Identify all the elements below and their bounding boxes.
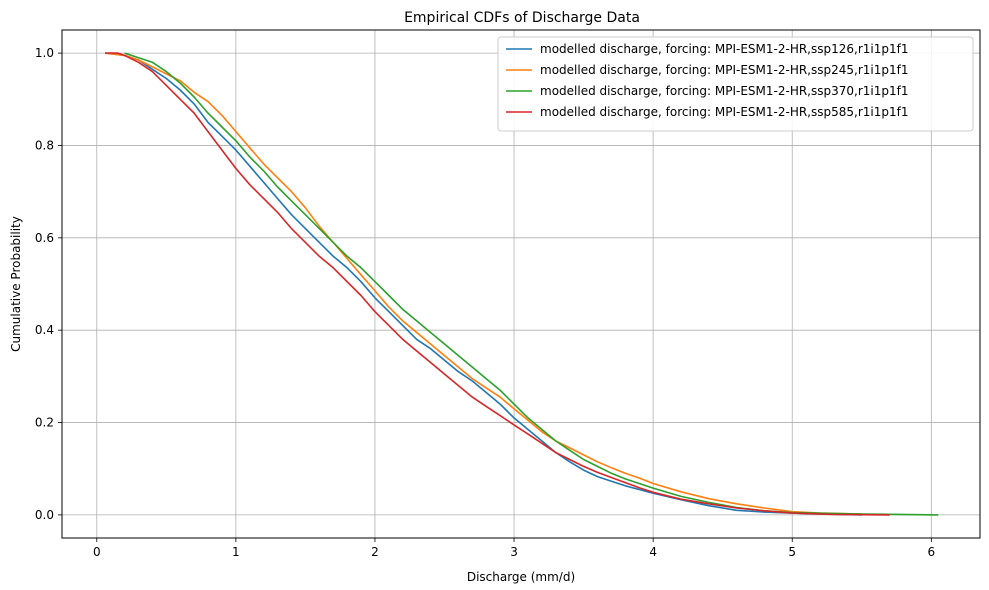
y-tick-label: 0.8 — [35, 138, 54, 152]
x-axis-label: Discharge (mm/d) — [467, 570, 575, 584]
x-tick-label: 2 — [371, 545, 379, 559]
plot-frame — [61, 29, 981, 539]
x-tick-label: 1 — [232, 545, 240, 559]
legend-label-3: modelled discharge, forcing: MPI-ESM1-2-… — [540, 105, 908, 119]
series-layer — [105, 52, 939, 516]
y-tick-label: 0.4 — [35, 323, 54, 337]
y-ticks: 0.0 0.2 0.4 0.6 0.8 1.0 — [35, 46, 62, 522]
legend-label-0: modelled discharge, forcing: MPI-ESM1-2-… — [540, 42, 908, 56]
y-tick-label: 0.2 — [35, 416, 54, 430]
chart-title: Empirical CDFs of Discharge Data — [404, 10, 640, 26]
legend-label-1: modelled discharge, forcing: MPI-ESM1-2-… — [540, 63, 908, 77]
x-tick-label: 0 — [93, 545, 101, 559]
series-line-1 — [105, 52, 862, 515]
x-tick-label: 5 — [788, 545, 796, 559]
series-line-0 — [105, 52, 862, 516]
y-tick-label: 1.0 — [35, 46, 54, 60]
series-line-3 — [105, 52, 890, 516]
legend: modelled discharge, forcing: MPI-ESM1-2-… — [497, 36, 974, 132]
x-ticks: 0 1 2 3 4 5 6 — [93, 538, 935, 559]
series-line-2 — [124, 52, 939, 516]
grid — [62, 30, 980, 538]
x-tick-label: 6 — [927, 545, 935, 559]
x-tick-label: 3 — [510, 545, 518, 559]
y-tick-label: 0.0 — [35, 508, 54, 522]
legend-box — [497, 36, 974, 132]
y-tick-label: 0.6 — [35, 231, 54, 245]
x-tick-label: 4 — [649, 545, 657, 559]
y-axis-label: Cumulative Probability — [9, 216, 23, 352]
legend-label-2: modelled discharge, forcing: MPI-ESM1-2-… — [540, 84, 908, 98]
